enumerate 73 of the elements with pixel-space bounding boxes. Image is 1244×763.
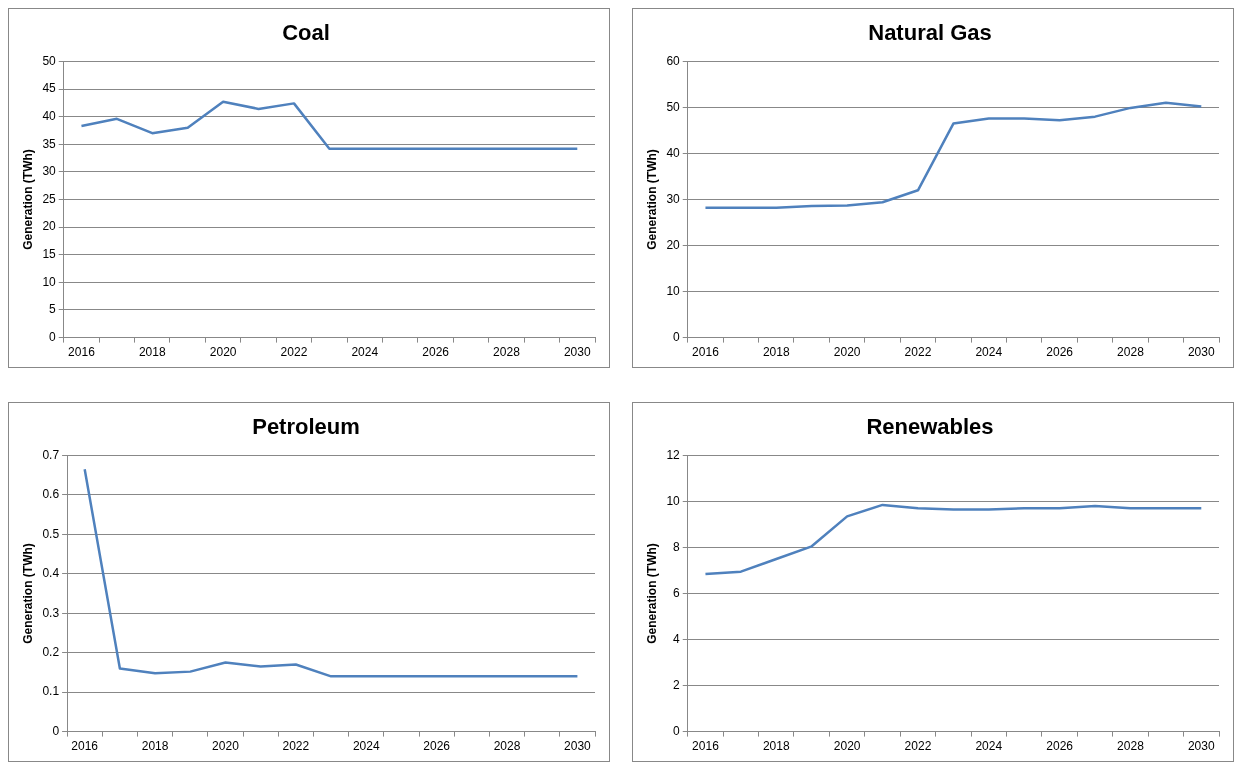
y-axis-title: Generation (TWh) bbox=[644, 149, 659, 250]
y-tick-label: 12 bbox=[666, 447, 681, 462]
y-tick-label: 35 bbox=[42, 136, 57, 151]
y-tick-label: 30 bbox=[42, 164, 57, 179]
y-tick-label: 50 bbox=[666, 99, 681, 114]
y-tick-label: 0.1 bbox=[42, 684, 60, 699]
y-axis-title: Generation (TWh) bbox=[20, 149, 35, 250]
y-tick-label: 50 bbox=[42, 53, 57, 68]
x-tick-label: 2016 bbox=[692, 739, 720, 754]
y-tick-label: 6 bbox=[673, 585, 681, 600]
y-tick-label: 0 bbox=[52, 723, 60, 738]
chart-title: Petroleum bbox=[252, 414, 360, 440]
y-tick-label: 40 bbox=[666, 145, 681, 160]
y-tick-label: 10 bbox=[42, 274, 57, 289]
x-tick-label: 2018 bbox=[138, 345, 166, 360]
y-tick-label: 20 bbox=[666, 237, 681, 252]
y-tick-label: 4 bbox=[673, 631, 681, 646]
y-tick-label: 10 bbox=[666, 493, 681, 508]
x-tick-label: 2030 bbox=[563, 345, 591, 360]
y-tick-label: 30 bbox=[666, 191, 681, 206]
x-tick-label: 2026 bbox=[422, 345, 450, 360]
x-tick-label: 2020 bbox=[212, 739, 240, 754]
x-tick-label: 2026 bbox=[423, 739, 451, 754]
y-tick-label: 20 bbox=[42, 219, 57, 234]
x-tick-label: 2026 bbox=[1046, 345, 1074, 360]
chart-title: Renewables bbox=[866, 414, 994, 440]
y-tick-label: 0.2 bbox=[42, 645, 60, 659]
x-tick-label: 2024 bbox=[352, 739, 380, 754]
y-tick-label: 8 bbox=[673, 539, 681, 554]
x-tick-label: 2026 bbox=[1046, 739, 1074, 754]
x-tick-label: 2022 bbox=[904, 739, 932, 754]
y-tick-label: 25 bbox=[42, 191, 57, 206]
x-tick-label: 2018 bbox=[762, 345, 790, 360]
x-tick-label: 2020 bbox=[833, 345, 861, 360]
y-tick-label: 40 bbox=[42, 108, 57, 123]
y-tick-label: 60 bbox=[666, 53, 681, 68]
x-tick-label: 2024 bbox=[351, 345, 379, 360]
y-tick-label: 0.4 bbox=[42, 566, 60, 581]
x-tick-label: 2018 bbox=[141, 739, 169, 754]
x-tick-label: 2018 bbox=[762, 739, 790, 754]
y-tick-label: 5 bbox=[49, 302, 57, 317]
x-tick-label: 2030 bbox=[1187, 739, 1215, 754]
x-tick-label: 2022 bbox=[280, 345, 308, 360]
y-tick-label: 0.5 bbox=[42, 526, 60, 541]
y-tick-label: 0.6 bbox=[42, 487, 60, 502]
x-tick-label: 2022 bbox=[904, 345, 932, 360]
chart-title: Natural Gas bbox=[868, 20, 992, 46]
y-tick-label: 0 bbox=[49, 329, 57, 344]
x-tick-label: 2020 bbox=[833, 739, 861, 754]
y-tick-label: 2 bbox=[673, 677, 681, 692]
x-tick-label: 2028 bbox=[1117, 345, 1145, 360]
x-tick-label: 2016 bbox=[71, 739, 99, 754]
x-tick-label: 2016 bbox=[68, 345, 96, 360]
x-tick-label: 2024 bbox=[975, 739, 1003, 754]
x-tick-label: 2016 bbox=[692, 345, 720, 360]
y-tick-label: 45 bbox=[42, 81, 57, 96]
x-tick-label: 2028 bbox=[493, 345, 521, 360]
y-tick-label: 0.7 bbox=[42, 447, 60, 462]
x-tick-label: 2028 bbox=[493, 739, 521, 754]
x-tick-label: 2030 bbox=[1187, 345, 1215, 360]
y-tick-label: 0 bbox=[673, 329, 681, 344]
y-tick-label: 0 bbox=[673, 723, 681, 738]
x-tick-label: 2020 bbox=[209, 345, 237, 360]
x-tick-label: 2024 bbox=[975, 345, 1003, 360]
y-axis-title: Generation (TWh) bbox=[20, 543, 35, 644]
x-tick-label: 2022 bbox=[282, 739, 310, 754]
y-tick-label: 15 bbox=[42, 247, 57, 262]
chart-title: Coal bbox=[282, 20, 330, 46]
x-tick-label: 2028 bbox=[1117, 739, 1145, 754]
x-tick-label: 2030 bbox=[564, 739, 592, 754]
y-axis-title: Generation (TWh) bbox=[644, 543, 659, 644]
y-tick-label: 0.3 bbox=[42, 605, 60, 620]
y-tick-label: 10 bbox=[666, 283, 681, 298]
